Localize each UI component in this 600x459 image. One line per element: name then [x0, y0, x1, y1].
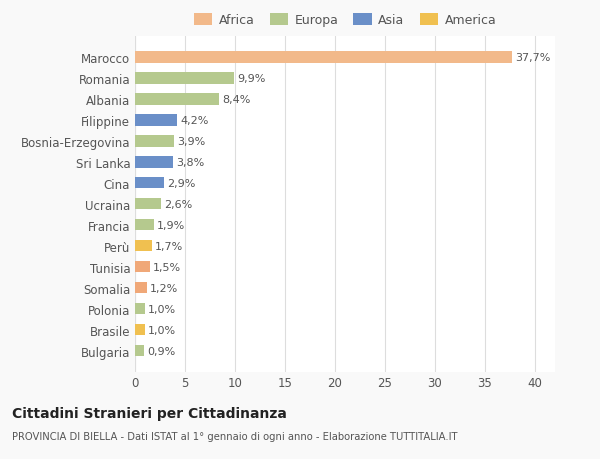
Text: 2,9%: 2,9%	[167, 179, 196, 188]
Bar	[135, 303, 145, 315]
Text: 3,9%: 3,9%	[177, 136, 205, 146]
Text: 1,9%: 1,9%	[157, 220, 185, 230]
Text: 8,4%: 8,4%	[222, 95, 250, 105]
Bar	[135, 198, 161, 210]
Bar	[135, 241, 152, 252]
Text: 1,7%: 1,7%	[155, 241, 183, 251]
Bar	[135, 73, 234, 84]
Bar	[135, 345, 144, 357]
Bar	[135, 136, 174, 147]
Text: 1,5%: 1,5%	[153, 262, 181, 272]
Text: 1,0%: 1,0%	[148, 304, 176, 314]
Bar	[135, 324, 145, 336]
Legend: Africa, Europa, Asia, America: Africa, Europa, Asia, America	[194, 14, 496, 27]
Bar	[135, 219, 154, 231]
Text: 1,2%: 1,2%	[150, 283, 178, 293]
Bar	[135, 178, 164, 189]
Text: 4,2%: 4,2%	[180, 116, 208, 125]
Text: 2,6%: 2,6%	[164, 199, 192, 209]
Bar	[135, 157, 173, 168]
Bar	[135, 115, 177, 126]
Bar	[135, 261, 150, 273]
Text: 3,8%: 3,8%	[176, 157, 204, 168]
Text: 0,9%: 0,9%	[147, 346, 175, 356]
Text: 1,0%: 1,0%	[148, 325, 176, 335]
Text: 9,9%: 9,9%	[237, 73, 265, 84]
Text: Cittadini Stranieri per Cittadinanza: Cittadini Stranieri per Cittadinanza	[12, 406, 287, 420]
Bar	[135, 94, 219, 105]
Text: 37,7%: 37,7%	[515, 53, 550, 63]
Text: PROVINCIA DI BIELLA - Dati ISTAT al 1° gennaio di ogni anno - Elaborazione TUTTI: PROVINCIA DI BIELLA - Dati ISTAT al 1° g…	[12, 431, 458, 442]
Bar	[135, 52, 512, 63]
Bar	[135, 282, 147, 294]
